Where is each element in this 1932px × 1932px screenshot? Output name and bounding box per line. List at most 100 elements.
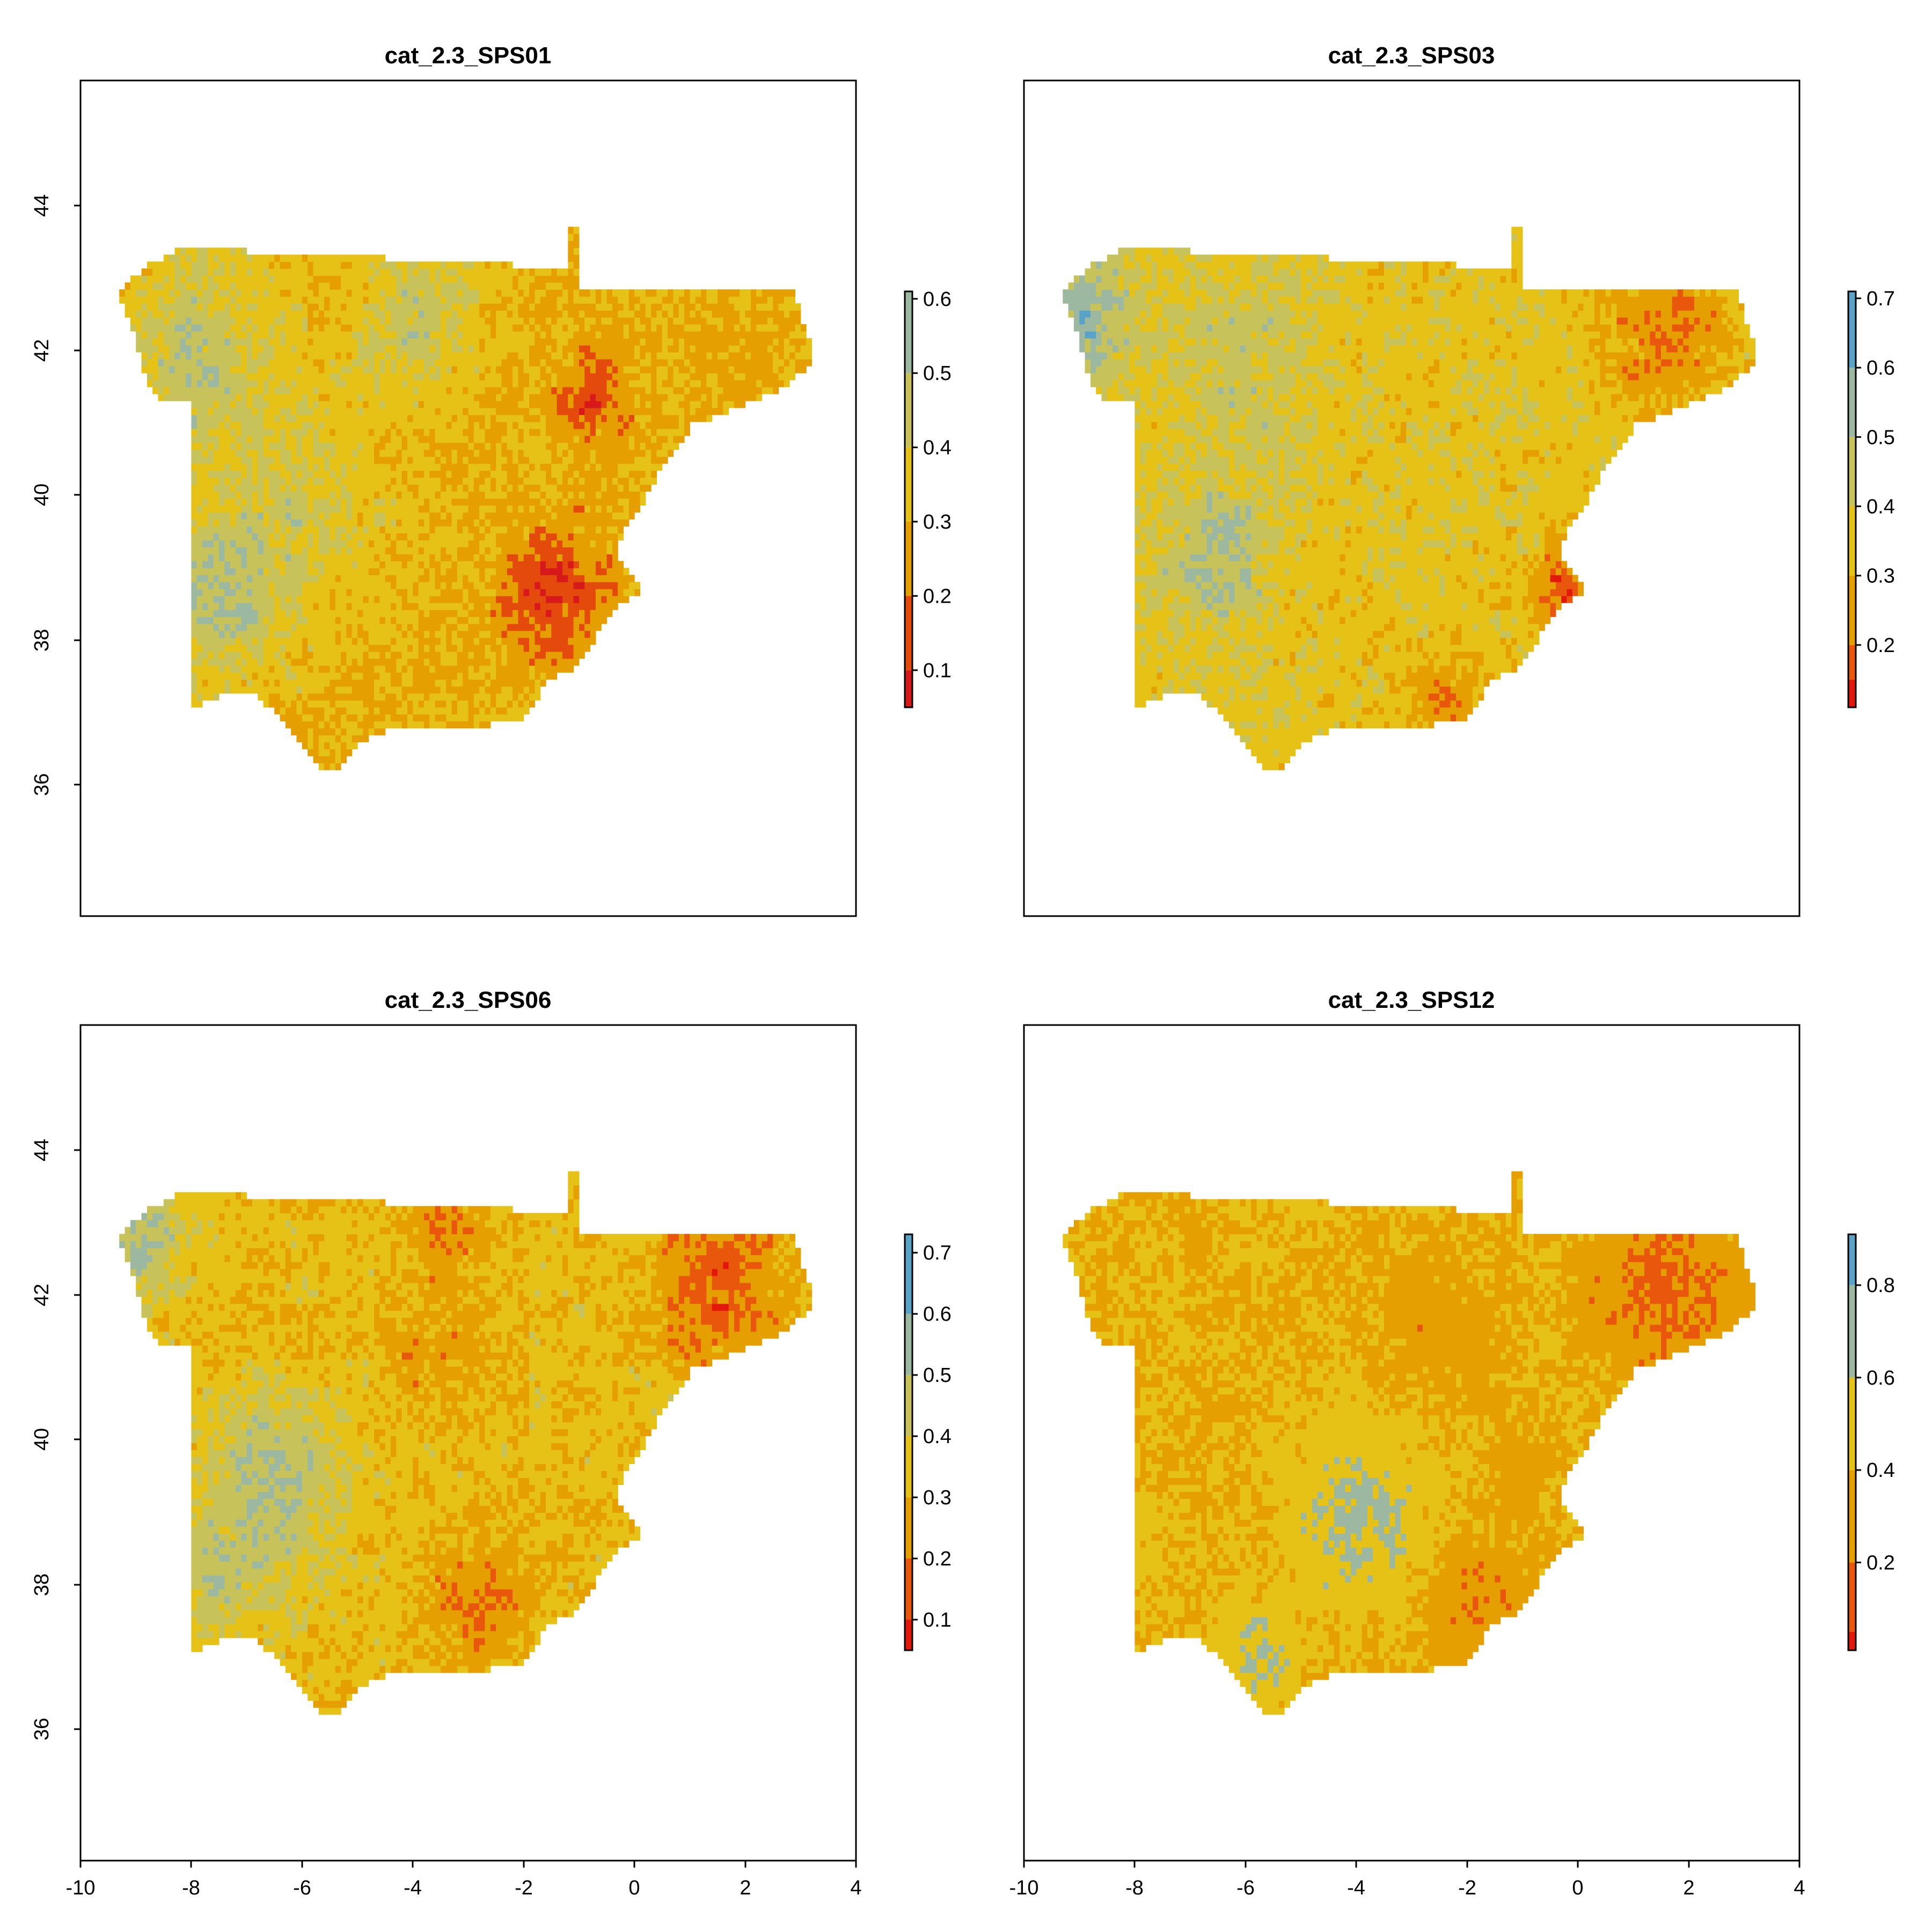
raster-cell [264, 422, 269, 429]
raster-cell [646, 422, 652, 429]
raster-cell [335, 366, 341, 374]
raster-cell [673, 366, 679, 374]
raster-cell [601, 443, 607, 450]
raster-cell [324, 345, 330, 353]
raster-cell [258, 352, 264, 360]
raster-cell [214, 499, 219, 506]
raster-cell [529, 478, 535, 485]
raster-cell [419, 436, 425, 443]
raster-cell [208, 401, 214, 408]
raster-cell [308, 582, 313, 589]
raster-cell [446, 401, 452, 408]
raster-cell [540, 394, 546, 401]
raster-cell [379, 547, 385, 554]
raster-cell [363, 415, 369, 422]
raster-cell [252, 679, 258, 687]
raster-cell [745, 373, 751, 380]
raster-cell [214, 554, 219, 561]
raster-cell [485, 387, 491, 394]
raster-cell [396, 652, 402, 659]
raster-cell [712, 345, 718, 353]
raster-cell [291, 324, 297, 332]
raster-cell [568, 394, 574, 401]
raster-cell [241, 478, 247, 485]
raster-cell [601, 478, 607, 485]
raster-cell [363, 492, 369, 499]
raster-cell [330, 457, 336, 464]
raster-cell [457, 464, 463, 471]
raster-cell [429, 652, 435, 659]
raster-cell [501, 324, 507, 332]
raster-cell [369, 645, 375, 652]
raster-cell [624, 464, 630, 471]
raster-cell [629, 394, 635, 401]
raster-cell [474, 686, 480, 694]
raster-cell [507, 582, 513, 589]
raster-cell [574, 394, 580, 401]
raster-cell [413, 589, 419, 596]
raster-cell [224, 589, 230, 596]
raster-cell [197, 436, 203, 443]
raster-cell [396, 721, 402, 729]
raster-cell [712, 387, 718, 394]
raster-cell [369, 422, 375, 429]
raster-cell [496, 638, 502, 645]
raster-cell [419, 331, 425, 339]
raster-cell [391, 624, 397, 631]
raster-cell [646, 485, 652, 492]
raster-cell [507, 512, 513, 519]
raster-cell [452, 658, 458, 666]
raster-cell [491, 387, 496, 394]
raster-cell [241, 492, 247, 499]
raster-cell [402, 617, 408, 624]
raster-cell [357, 464, 363, 471]
raster-cell [501, 575, 507, 582]
raster-cell [308, 443, 313, 450]
raster-cell [247, 610, 253, 617]
raster-cell [357, 652, 363, 659]
raster-cell [208, 394, 214, 401]
raster-cell [313, 714, 319, 722]
raster-cell [562, 352, 568, 360]
raster-cell [341, 575, 347, 582]
raster-cell [297, 506, 303, 513]
raster-cell [214, 512, 219, 519]
raster-cell [291, 665, 297, 673]
raster-cell [357, 366, 363, 374]
raster-cell [568, 603, 574, 610]
raster-cell [518, 554, 524, 561]
raster-cell [236, 582, 241, 589]
raster-cell [419, 526, 425, 533]
raster-cell [236, 457, 241, 464]
raster-cell [369, 638, 375, 645]
raster-cell [374, 317, 380, 325]
raster-cell [274, 317, 280, 325]
raster-cell [718, 331, 723, 339]
raster-cell [496, 436, 502, 443]
raster-cell [629, 429, 635, 436]
raster-cell [341, 638, 347, 645]
raster-cell [513, 603, 518, 610]
raster-cell [202, 672, 208, 680]
raster-cell [646, 338, 652, 346]
raster-cell [551, 359, 557, 367]
raster-cell [535, 499, 540, 506]
raster-cell [297, 547, 303, 554]
raster-cell [607, 499, 613, 506]
raster-cell [429, 575, 435, 582]
raster-cell [607, 464, 613, 471]
raster-cell [452, 338, 458, 346]
raster-cell [214, 540, 219, 547]
raster-cell [590, 575, 596, 582]
raster-cell [191, 547, 197, 554]
raster-cell [429, 338, 435, 346]
raster-cell [346, 596, 352, 603]
raster-cell [618, 338, 624, 346]
raster-cell [540, 575, 546, 582]
raster-cell [551, 422, 557, 429]
raster-cell [441, 547, 447, 554]
raster-cell [313, 652, 319, 659]
raster-cell [612, 561, 618, 568]
raster-cell [313, 700, 319, 708]
raster-cell [551, 658, 557, 666]
